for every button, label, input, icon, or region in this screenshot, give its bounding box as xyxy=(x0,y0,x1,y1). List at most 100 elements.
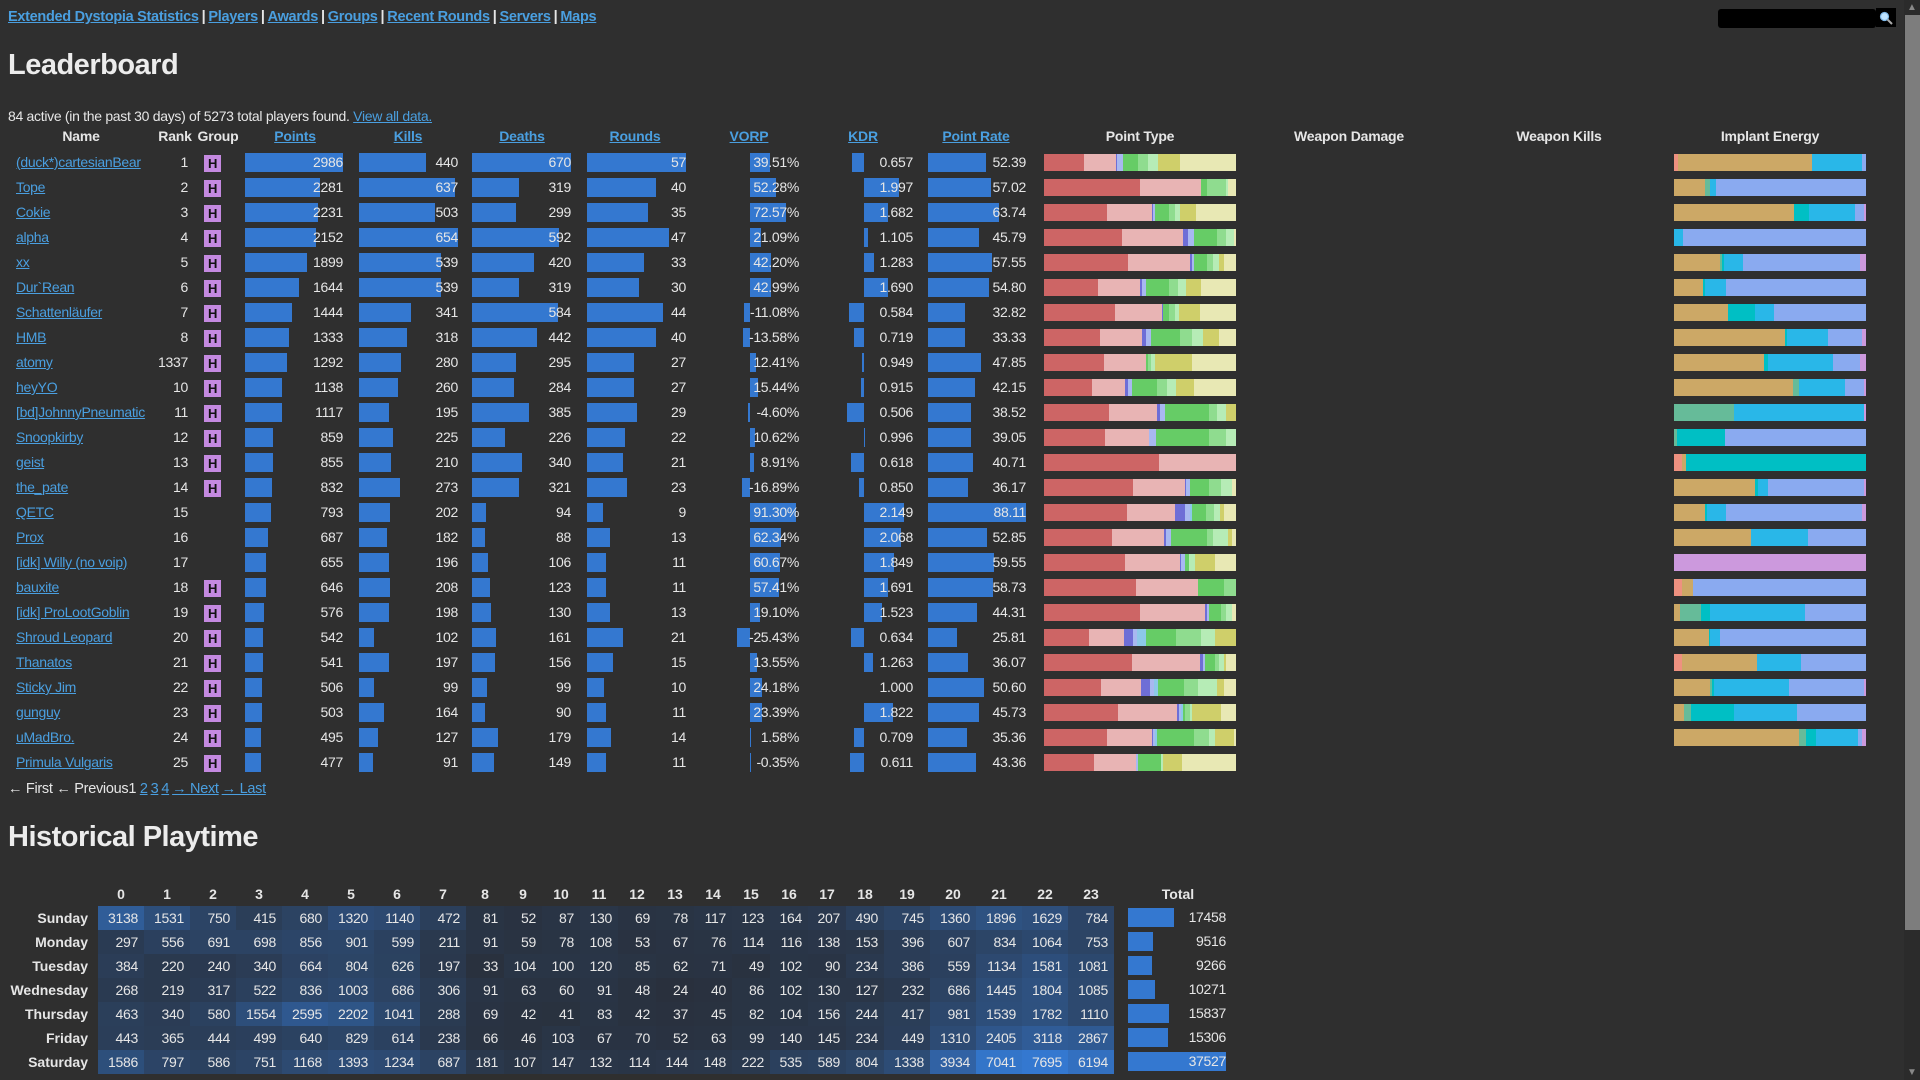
group-badge[interactable]: H xyxy=(204,155,221,172)
pager-page-4[interactable]: 4 xyxy=(161,781,170,797)
nav-link-maps[interactable]: Maps xyxy=(560,9,597,25)
search-input[interactable] xyxy=(1718,9,1876,28)
group-badge[interactable]: H xyxy=(204,655,221,672)
rounds-cell: 57 xyxy=(587,153,686,172)
group-badge[interactable]: H xyxy=(204,580,221,597)
pager-page-2[interactable]: 2 xyxy=(139,781,148,797)
player-name-link[interactable]: alpha xyxy=(16,229,49,245)
leaderboard-summary: 84 active (in the past 30 days) of 5273 … xyxy=(8,108,432,124)
player-name-link[interactable]: QETC xyxy=(16,504,54,520)
player-name-link[interactable]: Shroud Leopard xyxy=(16,629,113,645)
group-badge[interactable]: H xyxy=(204,705,221,722)
group-badge[interactable]: H xyxy=(204,680,221,697)
player-name-link[interactable]: xx xyxy=(16,254,30,270)
player-name-link[interactable]: Dur`Rean xyxy=(16,279,75,295)
group-badge[interactable]: H xyxy=(204,405,221,422)
pager-page-3[interactable]: 3 xyxy=(150,781,159,797)
player-name-link[interactable]: HMB xyxy=(16,329,47,345)
group-badge[interactable]: H xyxy=(204,255,221,272)
table-row: Schattenläufer 7 H 1444 341 584 44 -11.08% 0.584… xyxy=(0,300,1900,325)
nav-link-extended-dystopia-statistics[interactable]: Extended Dystopia Statistics xyxy=(8,9,199,25)
group-badge[interactable]: H xyxy=(204,630,221,647)
player-name-link[interactable]: [idk] Willy (no voip) xyxy=(16,554,128,570)
nav-link-recent-rounds[interactable]: Recent Rounds xyxy=(387,9,490,25)
player-name-link[interactable]: [bd]JohnnyPneumatic xyxy=(16,404,145,420)
player-name-link[interactable]: (duck*)cartesianBear xyxy=(16,154,141,170)
group-badge[interactable]: H xyxy=(204,180,221,197)
playtime-cell: 66 xyxy=(466,1026,504,1050)
kills-cell: 91 xyxy=(359,753,458,772)
group-badge[interactable]: H xyxy=(204,280,221,297)
vertical-scrollbar[interactable]: ▲ ▼ xyxy=(1904,0,1920,1080)
kdr-bar xyxy=(853,728,864,747)
header-kills[interactable]: Kills xyxy=(393,128,423,144)
view-all-data-link[interactable]: View all data. xyxy=(353,108,432,124)
header-vorp[interactable]: VORP xyxy=(729,128,769,144)
player-name-link[interactable]: heyYO xyxy=(16,379,58,395)
header-point-rate[interactable]: Point Rate xyxy=(942,128,1010,144)
group-badge[interactable]: H xyxy=(204,430,221,447)
nav-link-awards[interactable]: Awards xyxy=(267,9,319,25)
player-name-link[interactable]: the_pate xyxy=(16,479,69,495)
kdr-cell: 1.263 xyxy=(813,653,913,672)
playtime-cell: 365 xyxy=(144,1026,190,1050)
player-name-link[interactable]: gunguy xyxy=(16,704,61,720)
player-name-link[interactable]: geist xyxy=(16,454,45,470)
pager-last[interactable]: → Last xyxy=(221,781,266,797)
point-rate-value: 57.02 xyxy=(992,179,1026,195)
player-name-link[interactable]: [idk] ProLootGoblin xyxy=(16,604,130,620)
player-name-link[interactable]: bauxite xyxy=(16,579,60,595)
player-name-link[interactable]: Prox xyxy=(16,529,44,545)
header-deaths[interactable]: Deaths xyxy=(499,128,545,144)
playtime-cell: 288 xyxy=(420,1002,466,1026)
player-name-link[interactable]: atomy xyxy=(16,354,53,370)
header-kdr[interactable]: KDR xyxy=(848,128,878,144)
pager-next[interactable]: → Next xyxy=(172,781,219,797)
group-badge[interactable]: H xyxy=(204,730,221,747)
scroll-up-icon[interactable]: ▲ xyxy=(1907,2,1917,13)
group-badge[interactable]: H xyxy=(204,330,221,347)
group-badge[interactable]: H xyxy=(204,605,221,622)
rounds-bar xyxy=(587,378,634,397)
scrollbar-thumb[interactable] xyxy=(1905,15,1920,930)
header-rounds[interactable]: Rounds xyxy=(609,128,661,144)
group-badge[interactable]: H xyxy=(204,230,221,247)
rounds-value: 40 xyxy=(671,179,686,195)
kdr-bar xyxy=(864,228,868,247)
group-badge[interactable]: H xyxy=(204,455,221,472)
rounds-cell: 13 xyxy=(587,528,686,547)
group-badge[interactable]: H xyxy=(204,205,221,222)
vorp-cell: -25.43% xyxy=(700,628,799,647)
nav-link-groups[interactable]: Groups xyxy=(327,9,378,25)
header-points[interactable]: Points xyxy=(274,128,316,144)
kills-cell: 273 xyxy=(359,478,458,497)
group-badge[interactable]: H xyxy=(204,755,221,772)
total-cell: 37527 xyxy=(1128,1052,1226,1071)
kills-bar xyxy=(359,453,391,472)
kills-bar xyxy=(359,578,391,597)
scroll-down-icon[interactable]: ▼ xyxy=(1907,1067,1917,1078)
search-button[interactable] xyxy=(1876,8,1896,27)
group-badge[interactable]: H xyxy=(204,355,221,372)
player-name-link[interactable]: Tope xyxy=(16,179,46,195)
group-badge[interactable]: H xyxy=(204,305,221,322)
kdr-cell: 1.691 xyxy=(813,578,913,597)
player-name-link[interactable]: Cokie xyxy=(16,204,51,220)
nav-link-servers[interactable]: Servers xyxy=(499,9,551,25)
implant-energy-segment xyxy=(1704,179,1711,196)
nav-link-players[interactable]: Players xyxy=(208,9,258,25)
group-badge[interactable]: H xyxy=(204,380,221,397)
player-name-link[interactable]: Schattenläufer xyxy=(16,304,103,320)
point-type-segment xyxy=(1180,154,1236,171)
kills-cell: 318 xyxy=(359,328,458,347)
player-name-link[interactable]: Primula Vulgaris xyxy=(16,754,113,770)
player-name-link[interactable]: Snoopkirby xyxy=(16,429,84,445)
rounds-bar xyxy=(587,428,626,447)
player-name-link[interactable]: uMadBro. xyxy=(16,729,75,745)
implant-energy-segment xyxy=(1844,379,1865,396)
rounds-cell: 29 xyxy=(587,403,686,422)
group-badge[interactable]: H xyxy=(204,480,221,497)
player-name-link[interactable]: Thanatos xyxy=(16,654,72,670)
point-type-segment xyxy=(1128,254,1190,271)
player-name-link[interactable]: Sticky Jim xyxy=(16,679,77,695)
